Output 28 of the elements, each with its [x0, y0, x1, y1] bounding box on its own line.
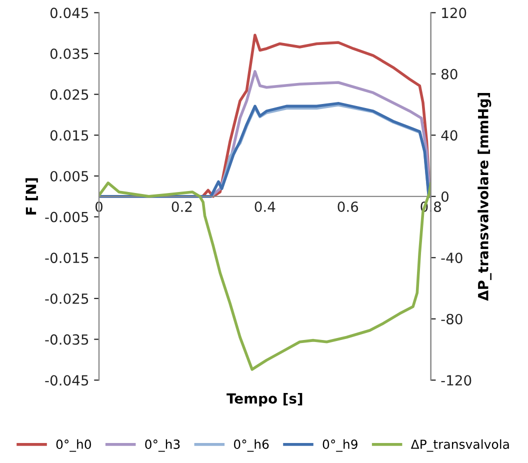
y2-tick-label: -40 — [441, 252, 462, 264]
y2-tick-label: -120 — [441, 375, 472, 386]
legend-label: 0°_h6 — [234, 439, 269, 452]
y2-tick-label: 0 — [441, 191, 448, 202]
y2-tick-label: 40 — [441, 130, 458, 141]
y-tick-label: -0.035 — [45, 334, 88, 345]
y-tick-label: -0.025 — [45, 293, 88, 304]
x-tick-label: 0.6 — [338, 202, 358, 212]
x-axis-title: Tempo [s] — [226, 392, 302, 406]
legend-label: 0°_h0 — [56, 439, 91, 452]
y2-tick-label: 120 — [442, 8, 466, 18]
y2-axis-title: ΔP_transvalvolare [mmHg] — [478, 93, 492, 301]
y-tick-label: -0.005 — [45, 212, 88, 222]
y-tick-label: 0.015 — [50, 130, 88, 141]
y-tick-label: 0.045 — [50, 8, 88, 18]
legend-label: 0°_h3 — [145, 439, 180, 452]
y-tick-label: 0.005 — [50, 170, 88, 182]
y2-tick-label: -80 — [441, 314, 462, 324]
y-tick-label: -0.045 — [45, 375, 88, 386]
y-axis-title: F [N] — [26, 178, 38, 214]
y-tick-label: -0.015 — [45, 252, 88, 264]
legend-label: 0°_h9 — [322, 439, 358, 452]
x-tick-label: 0.2 — [172, 202, 192, 212]
legend-label: ΔP_transvalvola — [410, 439, 509, 452]
x-tick-label: 0.4 — [254, 202, 276, 212]
y-tick-label: 0.035 — [50, 48, 88, 59]
y-tick-label: 0.025 — [50, 89, 88, 100]
y2-tick-label: 80 — [442, 68, 458, 80]
